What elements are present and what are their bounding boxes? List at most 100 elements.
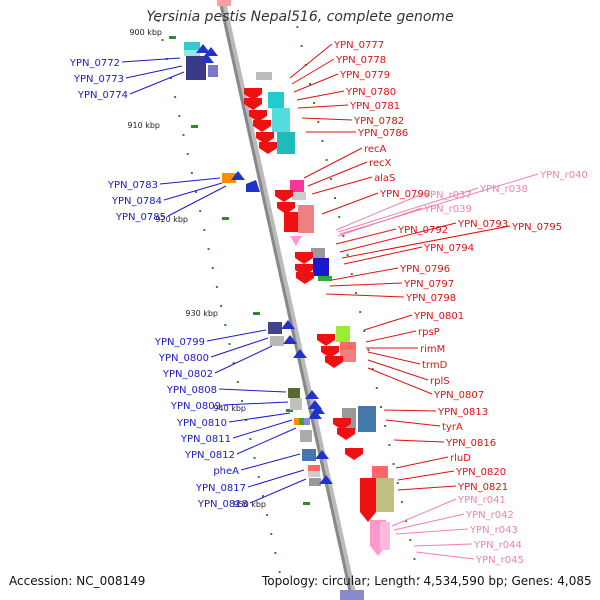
leader-line (365, 330, 417, 343)
kbp-tick-mark (253, 312, 260, 315)
leader-line (163, 182, 223, 201)
gene-block (376, 478, 394, 512)
gene-block (308, 471, 320, 477)
gene-block (360, 478, 376, 512)
kbp-tick-mark (303, 502, 310, 505)
gc-dot (375, 387, 378, 389)
gc-dot (363, 330, 366, 332)
gene-label-left: YPN_0809 (170, 401, 221, 412)
gene-arrow-reverse (249, 110, 267, 122)
genome-backbone (218, 0, 358, 600)
gene-arrow-reverse (275, 190, 293, 202)
leader-line (311, 176, 373, 195)
gene-label-right: YPN_0780 (345, 87, 396, 98)
gene-arrow-forward (315, 450, 329, 459)
gene-label-right: YPN_0796 (399, 264, 450, 275)
leader-line (247, 469, 305, 488)
gc-dot (342, 235, 345, 237)
kbp-tick-label: 940 kbp (213, 404, 246, 413)
gene-block (184, 50, 200, 56)
gc-dot (195, 191, 198, 193)
gene-arrow-forward (283, 335, 297, 344)
gene-block (309, 478, 321, 486)
gene-label-right: trmD (422, 360, 448, 371)
gene-block (340, 590, 364, 600)
gene-label-right: YPN_0777 (333, 40, 384, 51)
genome-backbone-core (218, 0, 354, 600)
gc-dot (253, 457, 256, 459)
gc-dot (317, 121, 320, 123)
leader-line (335, 228, 397, 245)
gene-arrow-reverse (244, 88, 262, 100)
gc-dot (350, 273, 353, 275)
gc-dot (371, 368, 374, 370)
gene-block (292, 192, 306, 200)
gc-dot (241, 400, 243, 402)
leader-line (240, 453, 301, 471)
gene-arrow-reverse (296, 272, 314, 284)
leader-line (206, 329, 267, 342)
gc-dot (308, 83, 311, 85)
gene-label-right: YPN_0779 (339, 70, 390, 81)
leader-line (293, 73, 339, 93)
gc-dot (334, 197, 337, 199)
gene-block (284, 212, 298, 232)
gene-label-right: YPN_0821 (457, 482, 508, 493)
gc-dot (245, 419, 248, 421)
gene-label-right: rimM (420, 344, 445, 355)
rna-arrow (290, 236, 302, 246)
gene-arrow-reverse (259, 142, 277, 154)
gc-dot (199, 210, 202, 212)
gene-label-right: YPN_0807 (433, 390, 484, 401)
gene-label-right: YPN_0782 (353, 116, 404, 127)
leader-line (121, 57, 181, 63)
gene-label-left: YPN_0785 (115, 212, 166, 223)
gene-block (256, 72, 272, 80)
gc-dot (220, 305, 223, 307)
gene-label-right: YPN_0798 (405, 293, 456, 304)
gc-dot (157, 20, 160, 22)
gene-label-left: YPN_0773 (73, 74, 124, 85)
gc-dot (261, 495, 264, 497)
gc-dot (392, 463, 395, 465)
gene-label-left: YPN_0811 (180, 434, 231, 445)
gene-arrow-reverse (317, 334, 335, 346)
gene-label-right: YPN_0778 (335, 55, 386, 66)
gc-dot (211, 267, 214, 269)
rna-label: YPN_r041 (457, 495, 506, 506)
gene-arrow-forward (196, 44, 210, 53)
gene-block (340, 342, 356, 350)
gene-arrow-reverse (256, 132, 274, 144)
gene-block (290, 398, 302, 410)
gene-block (304, 418, 310, 425)
leader-line (291, 58, 335, 85)
gc-dot (300, 45, 303, 47)
gene-arrow-reverse (321, 346, 339, 358)
gene-block (184, 42, 200, 50)
gene-label-left: YPN_0802 (162, 369, 213, 380)
gene-arrow-forward (305, 390, 319, 399)
gene-block (268, 322, 282, 334)
gene-label-right: tyrA (442, 422, 463, 433)
leader-line (125, 65, 183, 79)
gene-block (380, 522, 390, 550)
leader-line (367, 359, 429, 381)
kbp-tick-label: 920 kbp (155, 215, 188, 224)
gene-label-right: rplS (430, 376, 450, 387)
gene-block (290, 180, 304, 192)
gene-label-left: YPN_0799 (154, 337, 205, 348)
leader-line (391, 498, 457, 527)
gc-dot (182, 134, 185, 136)
gc-dot (174, 96, 177, 98)
rna-label: YPN_r038 (479, 184, 528, 195)
gc-dot (396, 482, 399, 484)
leader-line (325, 293, 405, 298)
gc-dot (232, 362, 235, 364)
gc-dot (224, 324, 227, 326)
leader-line (341, 225, 511, 259)
leader-line (395, 456, 449, 469)
gene-arrow-reverse (337, 428, 355, 440)
gc-dot (329, 178, 332, 180)
kbp-tick-label: 900 kbp (129, 28, 162, 37)
